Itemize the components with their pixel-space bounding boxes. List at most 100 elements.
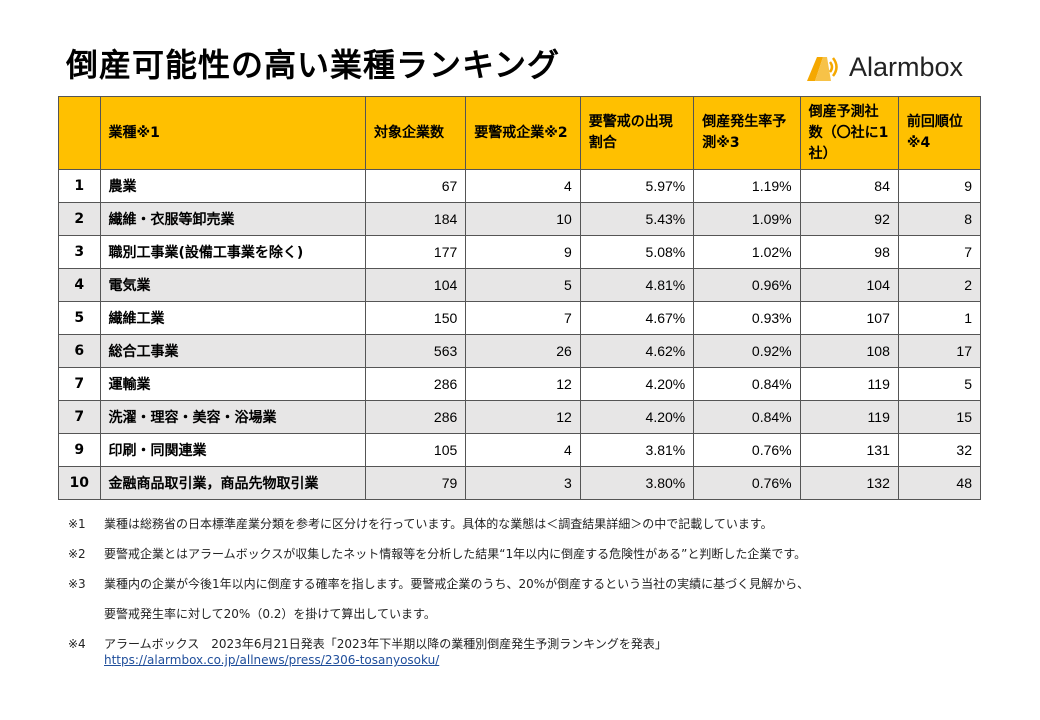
- companies-cell: 286: [364, 367, 467, 401]
- table-row: 3 職別工事業(設備工事業を除く) 177 9 5.08% 1.02% 98 7: [58, 235, 982, 269]
- companies-cell: 177: [364, 235, 467, 269]
- watch-ratio-cell: 3.80%: [579, 466, 695, 500]
- industry-cell: 洗濯・理容・美容・浴場業: [99, 400, 366, 434]
- previous-rank-cell: 8: [897, 202, 982, 236]
- industry-cell: 電気業: [99, 268, 366, 302]
- header-companies: 対象企業数: [364, 96, 467, 170]
- header-industry: 業種※1: [99, 96, 366, 170]
- watch-count-cell: 26: [465, 334, 581, 368]
- footnote-mark: ※3: [68, 577, 86, 591]
- watch-count-cell: 12: [465, 367, 581, 401]
- companies-cell: 286: [364, 400, 467, 434]
- footnote-text: アラームボックス 2023年6月21日発表「2023年下半期以降の業種別倒産発生…: [104, 637, 667, 651]
- rank-cell: 7: [58, 367, 101, 401]
- footnote-text: 業種は総務省の日本標準産業分類を参考に区分けを行っています。具体的な業態は＜調査…: [104, 517, 773, 531]
- industry-cell: 総合工事業: [99, 334, 366, 368]
- previous-rank-cell: 15: [897, 400, 982, 434]
- previous-rank-cell: 32: [897, 433, 982, 467]
- page-title: 倒産可能性の高い業種ランキング: [66, 46, 561, 84]
- header-ratio: 要警戒の出現割合: [579, 96, 695, 170]
- bankruptcy-rate-cell: 0.76%: [693, 466, 801, 500]
- table-row: 9 印刷・同関連業 105 4 3.81% 0.76% 131 32: [58, 433, 982, 467]
- previous-rank-cell: 17: [897, 334, 982, 368]
- bankruptcy-rate-cell: 0.92%: [693, 334, 801, 368]
- industry-cell: 金融商品取引業，商品先物取引業: [99, 466, 366, 500]
- footnote-text: 要警戒企業とはアラームボックスが収集したネット情報等を分析した結果“1年以内に倒…: [104, 547, 807, 561]
- previous-rank-cell: 2: [897, 268, 982, 302]
- bankruptcy-rate-cell: 0.96%: [693, 268, 801, 302]
- watch-ratio-cell: 4.81%: [579, 268, 695, 302]
- watch-count-cell: 3: [465, 466, 581, 500]
- watch-count-cell: 7: [465, 301, 581, 335]
- table-row: 5 繊維工業 150 7 4.67% 0.93% 107 1: [58, 301, 982, 335]
- bankruptcy-rate-cell: 1.02%: [693, 235, 801, 269]
- watch-ratio-cell: 4.62%: [579, 334, 695, 368]
- one-in-n-cell: 119: [799, 400, 899, 434]
- rank-cell: 9: [58, 433, 101, 467]
- one-in-n-cell: 131: [799, 433, 899, 467]
- watch-count-cell: 9: [465, 235, 581, 269]
- table-row: 7 運輸業 286 12 4.20% 0.84% 119 5: [58, 367, 982, 401]
- table-row: 2 繊維・衣服等卸売業 184 10 5.43% 1.09% 92 8: [58, 202, 982, 236]
- previous-rank-cell: 1: [897, 301, 982, 335]
- watch-ratio-cell: 4.20%: [579, 367, 695, 401]
- header-prev-rank: 前回順位※4: [897, 96, 982, 170]
- previous-rank-cell: 5: [897, 367, 982, 401]
- footnote-mark: ※1: [68, 517, 86, 531]
- bankruptcy-rate-cell: 1.09%: [693, 202, 801, 236]
- watch-count-cell: 4: [465, 169, 581, 203]
- rank-cell: 1: [58, 169, 101, 203]
- footnote-text: 業種内の企業が今後1年以内に倒産する確率を指します。要警戒企業のうち、20%が倒…: [104, 577, 810, 591]
- one-in-n-cell: 104: [799, 268, 899, 302]
- watch-ratio-cell: 5.08%: [579, 235, 695, 269]
- footnote-mark: ※2: [68, 547, 86, 561]
- brand-name: Alarmbox: [849, 52, 964, 82]
- footnotes: ※1 業種は総務省の日本標準産業分類を参考に区分けを行っています。具体的な業態は…: [68, 516, 809, 668]
- footnote-mark: ※4: [68, 637, 86, 651]
- bankruptcy-rate-cell: 0.84%: [693, 400, 801, 434]
- press-release-link[interactable]: https://alarmbox.co.jp/allnews/press/230…: [104, 653, 440, 667]
- brand-logo: Alarmbox: [803, 52, 963, 83]
- companies-cell: 184: [364, 202, 467, 236]
- rank-cell: 10: [58, 466, 101, 500]
- rank-cell: 3: [58, 235, 101, 269]
- previous-rank-cell: 9: [897, 169, 982, 203]
- previous-rank-cell: 48: [897, 466, 982, 500]
- footnote-2: ※2 要警戒企業とはアラームボックスが収集したネット情報等を分析した結果“1年以…: [68, 546, 809, 576]
- previous-rank-cell: 7: [897, 235, 982, 269]
- one-in-n-cell: 107: [799, 301, 899, 335]
- watch-ratio-cell: 5.97%: [579, 169, 695, 203]
- watch-count-cell: 5: [465, 268, 581, 302]
- watch-count-cell: 4: [465, 433, 581, 467]
- companies-cell: 104: [364, 268, 467, 302]
- alarm-bell-icon: [807, 56, 838, 81]
- industry-cell: 印刷・同関連業: [99, 433, 366, 467]
- industry-cell: 運輸業: [99, 367, 366, 401]
- table-row: 7 洗濯・理容・美容・浴場業 286 12 4.20% 0.84% 119 15: [58, 400, 982, 434]
- watch-ratio-cell: 4.20%: [579, 400, 695, 434]
- table-row: 4 電気業 104 5 4.81% 0.96% 104 2: [58, 268, 982, 302]
- one-in-n-cell: 132: [799, 466, 899, 500]
- industry-cell: 繊維工業: [99, 301, 366, 335]
- footnote-1: ※1 業種は総務省の日本標準産業分類を参考に区分けを行っています。具体的な業態は…: [68, 516, 809, 546]
- companies-cell: 150: [364, 301, 467, 335]
- industry-cell: 繊維・衣服等卸売業: [99, 202, 366, 236]
- bankruptcy-rate-cell: 0.84%: [693, 367, 801, 401]
- bankruptcy-rate-cell: 0.93%: [693, 301, 801, 335]
- table-row: 10 金融商品取引業，商品先物取引業 79 3 3.80% 0.76% 132 48: [58, 466, 982, 500]
- rank-cell: 4: [58, 268, 101, 302]
- industry-cell: 職別工事業(設備工事業を除く): [99, 235, 366, 269]
- watch-count-cell: 12: [465, 400, 581, 434]
- watch-count-cell: 10: [465, 202, 581, 236]
- rank-cell: 6: [58, 334, 101, 368]
- table-row: 6 総合工事業 563 26 4.62% 0.92% 108 17: [58, 334, 982, 368]
- companies-cell: 79: [364, 466, 467, 500]
- header-watch: 要警戒企業※2: [465, 96, 581, 170]
- companies-cell: 563: [364, 334, 467, 368]
- rank-cell: 7: [58, 400, 101, 434]
- footnote-text-continued: 要警戒発生率に対して20%（0.2）を掛けて算出しています。: [104, 607, 436, 621]
- companies-cell: 67: [364, 169, 467, 203]
- rank-cell: 5: [58, 301, 101, 335]
- header-rate: 倒産発生率予測※3: [693, 96, 801, 170]
- rank-cell: 2: [58, 202, 101, 236]
